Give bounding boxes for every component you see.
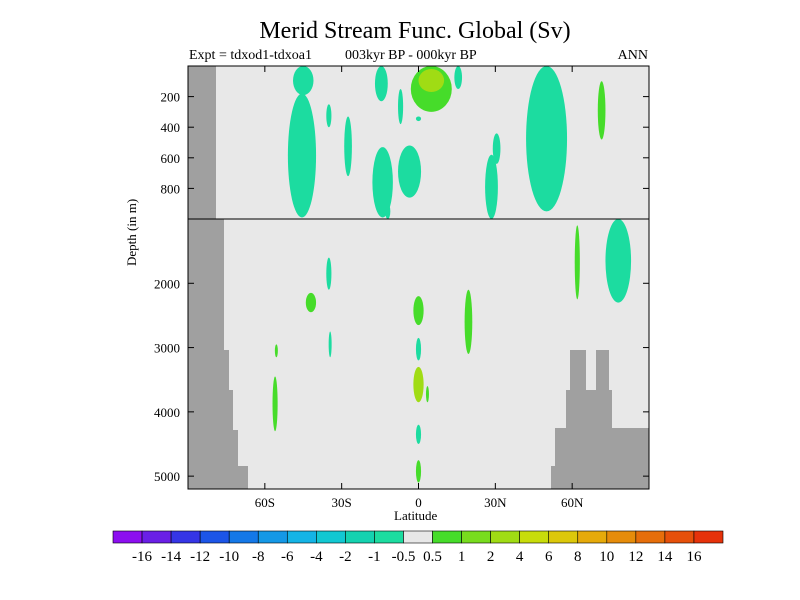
y-tick-label: 400 xyxy=(161,120,181,135)
colorbar-swatch xyxy=(577,530,608,544)
colorbar-swatch xyxy=(141,530,172,544)
y-tick-label: 5000 xyxy=(154,469,180,484)
contour-cell-lower-g xyxy=(425,386,429,403)
x-tick-label: 0 xyxy=(415,495,422,510)
colorbar-label: -8 xyxy=(252,549,265,565)
colorbar-swatch xyxy=(693,530,724,544)
period-label: 003kyr BP - 000kyr BP xyxy=(345,48,477,63)
colorbar-swatch xyxy=(257,530,288,544)
contour-equatorial-c xyxy=(413,366,424,403)
contour-cell-upper-g xyxy=(374,66,388,102)
colorbar-label: -1 xyxy=(368,549,381,565)
colorbar-swatch xyxy=(635,530,666,544)
colorbar-label: -10 xyxy=(219,549,239,565)
season-label: ANN xyxy=(617,48,648,63)
y-tick-label: 600 xyxy=(161,151,181,166)
contour-cell-upper-i xyxy=(398,145,422,198)
colorbar-label: -0.5 xyxy=(392,549,416,565)
contour-cell-upper-j xyxy=(454,66,463,89)
colorbar-label: 8 xyxy=(574,549,582,565)
colorbar-swatch xyxy=(664,530,695,544)
colorbar-label: 0.5 xyxy=(423,549,442,565)
contour-cell-upper-e xyxy=(372,147,393,218)
y-tick-label: 4000 xyxy=(154,405,180,420)
contour-tropical-small xyxy=(415,116,422,122)
colorbar-label: -4 xyxy=(310,549,323,565)
colorbar-swatch xyxy=(403,530,433,544)
colorbar-label: -14 xyxy=(161,549,181,565)
chart-title: Merid Stream Func. Global (Sv) xyxy=(259,18,571,44)
contour-cell-upper-f xyxy=(385,203,391,220)
land-south xyxy=(188,66,248,489)
contour-equatorial-b xyxy=(415,337,422,361)
contour-cell-lower-h xyxy=(574,225,580,300)
colorbar-swatch xyxy=(606,530,637,544)
contour-equatorial-e xyxy=(415,460,422,483)
colorbar-label: -2 xyxy=(339,549,352,565)
contour-cell-lower-b xyxy=(305,292,317,313)
contour-cell-upper-c xyxy=(326,104,332,128)
colorbar-swatch xyxy=(286,530,317,544)
colorbar-swatch xyxy=(461,530,491,544)
colorbar-label: 10 xyxy=(599,549,614,565)
contour-cell-lower-c xyxy=(328,331,332,358)
land-north xyxy=(551,350,649,489)
colorbar-swatch xyxy=(316,530,346,544)
colorbar-swatch xyxy=(228,530,259,544)
colorbar-label: 14 xyxy=(657,549,673,565)
colorbar-label: 1 xyxy=(458,549,466,565)
contour-cell-lower-a xyxy=(326,257,332,290)
contour-cell-lower-e xyxy=(274,344,278,358)
x-tick-label: 60N xyxy=(561,495,584,510)
x-axis-label: Latitude xyxy=(394,508,438,523)
contour-cell-upper-k xyxy=(485,154,498,219)
colorbar-label: 16 xyxy=(686,549,702,565)
y-tick-label: 3000 xyxy=(154,341,180,356)
contour-cell-upper-d xyxy=(344,116,352,177)
contour-equatorial-a xyxy=(413,296,424,326)
x-tick-label: 30N xyxy=(484,495,507,510)
colorbar-swatch xyxy=(432,530,462,544)
colorbar-label: 4 xyxy=(516,549,524,565)
contour-cell-upper-b xyxy=(287,93,317,218)
contour-cell-lower-f xyxy=(464,289,473,354)
colorbar-swatch xyxy=(170,530,201,544)
colorbar-swatch xyxy=(519,530,550,544)
colorbar-swatch xyxy=(374,530,404,544)
colorbar-swatch xyxy=(112,530,143,544)
colorbar-swatch xyxy=(345,530,375,544)
contour-tropical-olive xyxy=(418,69,445,93)
colorbar-label: 6 xyxy=(545,549,553,565)
contour-cell-upper-h xyxy=(398,88,404,125)
contour-cell-upper-m xyxy=(597,81,606,140)
y-tick-label: 2000 xyxy=(154,276,180,291)
contour-cell-upper-l xyxy=(492,133,501,164)
colorbar-label: -12 xyxy=(190,549,210,565)
colorbar-label: -16 xyxy=(132,549,152,565)
colorbar-label: -6 xyxy=(281,549,294,565)
x-tick-label: 30S xyxy=(332,495,352,510)
colorbar-swatch xyxy=(199,530,230,544)
y-tick-label: 200 xyxy=(161,90,181,105)
contour-cell-lower-d xyxy=(272,376,278,432)
colorbar-label: 2 xyxy=(487,549,495,565)
colorbar-label: 12 xyxy=(628,549,643,565)
contour-equatorial-d xyxy=(415,424,422,444)
y-tick-label: 800 xyxy=(161,181,181,196)
colorbar-swatch xyxy=(490,530,520,544)
contour-cell-upper-a xyxy=(293,66,314,96)
experiment-label: Expt = tdxod1-tdxoa1 xyxy=(189,48,312,63)
x-tick-label: 60S xyxy=(255,495,275,510)
colorbar-swatch xyxy=(548,530,579,544)
contour-northern-cell xyxy=(526,66,568,212)
contour-arctic-cell xyxy=(605,219,632,303)
